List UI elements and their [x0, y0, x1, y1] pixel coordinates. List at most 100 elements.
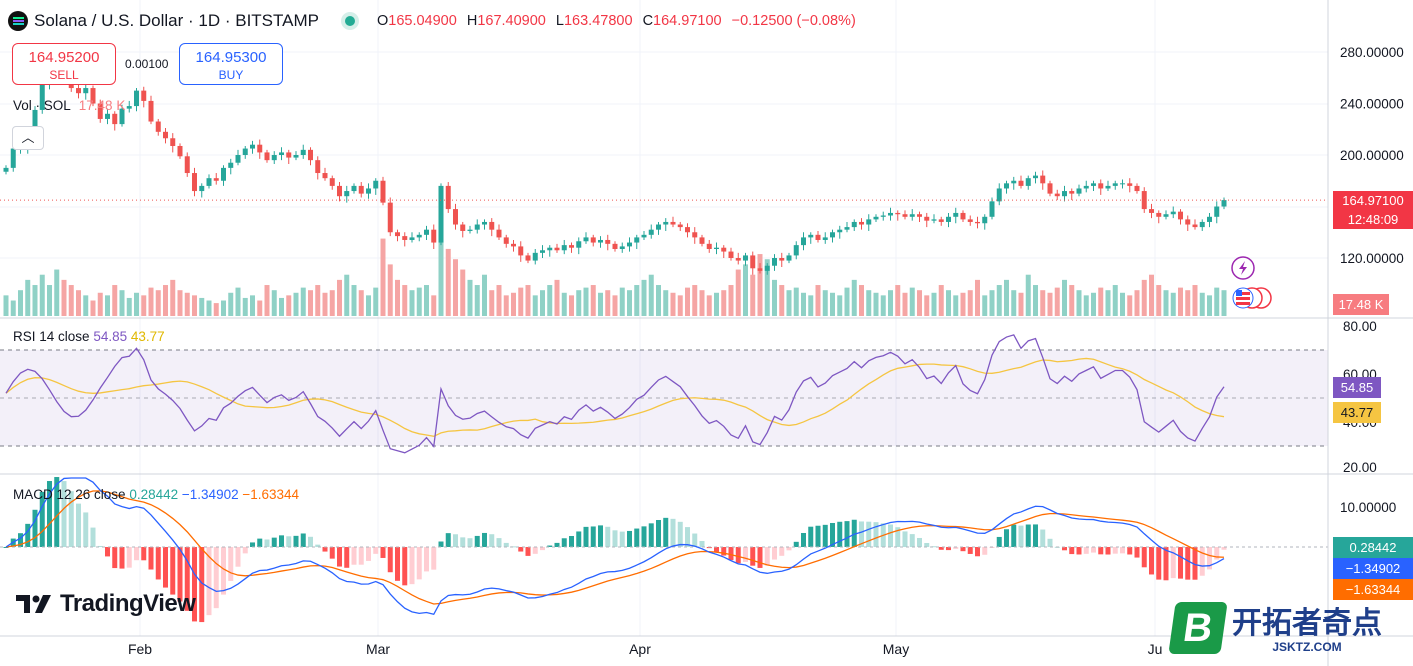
volume-bar [801, 292, 806, 316]
candle-body [315, 160, 321, 174]
macd-histogram-bar [518, 547, 524, 552]
candle-body [743, 255, 748, 261]
sell-button[interactable]: 164.95200 SELL [12, 43, 116, 85]
macd-histogram-bar [453, 534, 458, 547]
volume-bar [170, 279, 176, 316]
macd-histogram-bar [931, 546, 937, 548]
macd-signal-line [5, 490, 1225, 605]
candle-body [1018, 180, 1024, 186]
macd-histogram-bar [1149, 547, 1154, 575]
macd-legend-label: MACD 12 26 close [13, 487, 126, 502]
candle-body [192, 173, 197, 192]
volume-bar [1062, 279, 1067, 316]
us-flag-events-icon[interactable] [1232, 287, 1272, 309]
volume-bar [54, 269, 60, 316]
rsi-legend[interactable]: RSI 14 close 54.85 43.77 [13, 329, 165, 344]
macd-histogram-bar [793, 541, 799, 547]
symbol-title[interactable]: Solana / U.S. Dollar · 1D · BITSTAMP [34, 11, 319, 30]
buy-price: 164.95300 [195, 49, 267, 66]
macd-histogram-bar [126, 547, 132, 568]
macd-histogram-bar [257, 538, 263, 547]
macd-histogram-bar [757, 547, 763, 568]
macd-histogram-bar [808, 526, 814, 547]
volume-bar [199, 297, 205, 316]
time-tick-label: Ju [1148, 641, 1163, 657]
volume-bar [293, 292, 299, 316]
candle-body [482, 221, 487, 225]
volume-legend-value: 17.48 K [78, 98, 126, 113]
macd-histogram-bar [438, 541, 444, 547]
macd-signal-price-label: −1.63344 [1333, 579, 1413, 600]
candle-body [286, 152, 292, 158]
macd-histogram-bar [1076, 547, 1082, 555]
volume-bar [851, 279, 857, 316]
macd-histogram-bar [213, 547, 219, 609]
collapse-chevron-icon[interactable]: ︿ [12, 126, 44, 150]
chart-header: Solana / U.S. Dollar · 1D · BITSTAMP O16… [8, 6, 862, 36]
macd-histogram-bar [532, 547, 538, 554]
macd-histogram-bar [1178, 547, 1183, 579]
macd-histogram-bar [576, 531, 582, 547]
macd-histogram-bar [293, 535, 299, 547]
macd-tick-label: 10.00000 [1340, 500, 1396, 515]
candle-body [866, 219, 872, 225]
tradingview-brand[interactable]: TradingView [16, 590, 196, 618]
volume-bar [206, 300, 212, 316]
candle-body [786, 255, 792, 261]
candle-body [453, 209, 458, 225]
macd-histogram-bar [692, 533, 698, 547]
buy-button[interactable]: 164.95300 BUY [179, 43, 283, 85]
macd-histogram-bar [561, 538, 567, 547]
macd-histogram-bar [960, 547, 966, 552]
volume-bar [931, 292, 937, 316]
macd-histogram-bar [76, 503, 81, 547]
macd-signal-legend-value: −1.63344 [242, 487, 300, 502]
volume-bar [590, 285, 596, 316]
macd-histogram-bar [1018, 525, 1024, 547]
price-tick-label: 200.00000 [1340, 148, 1404, 163]
volume-bar [47, 285, 52, 316]
candle-body [706, 243, 712, 249]
candle-body [590, 237, 596, 243]
macd-histogram-bar [605, 526, 611, 547]
candle-body [989, 201, 995, 217]
candle-body [279, 152, 284, 155]
volume-bar [699, 290, 705, 316]
macd-histogram-bar [141, 547, 147, 561]
volume-bar [221, 300, 226, 316]
candle-body [76, 88, 81, 94]
macd-histogram-bar [743, 547, 748, 562]
volume-bar [460, 269, 466, 316]
volume-bar [308, 290, 313, 316]
macd-histogram-bar [1214, 547, 1220, 560]
candle-body [888, 212, 893, 216]
volume-bar [641, 279, 647, 316]
volume-bar [431, 295, 437, 316]
candle-body [685, 227, 690, 233]
macd-histogram-bar [322, 547, 328, 552]
watermark-logo: B [1168, 602, 1228, 654]
candle-body [511, 243, 516, 247]
volume-legend[interactable]: Vol · SOL 17.48 K [13, 98, 125, 113]
volume-bar [373, 287, 379, 316]
candle-body [996, 188, 1002, 202]
volume-bar [960, 292, 966, 316]
macd-histogram-bar [503, 542, 509, 547]
volume-bar [706, 295, 712, 316]
volume-bar [482, 274, 487, 316]
volume-bar [177, 290, 183, 316]
volume-bar [917, 290, 922, 316]
volume-bar [511, 292, 516, 316]
volume-bar [489, 290, 495, 316]
lightning-icon[interactable] [1231, 256, 1255, 280]
candle-body [199, 185, 205, 192]
candle-body [772, 258, 777, 266]
volume-bar [184, 292, 190, 316]
macd-histogram-bar [90, 527, 96, 547]
macd-legend[interactable]: MACD 12 26 close 0.28442 −1.34902 −1.633… [13, 487, 299, 502]
macd-histogram-bar [996, 536, 1002, 547]
volume-bar [300, 287, 306, 316]
volume-legend-label: Vol · SOL [13, 98, 71, 113]
candle-body [670, 221, 676, 225]
